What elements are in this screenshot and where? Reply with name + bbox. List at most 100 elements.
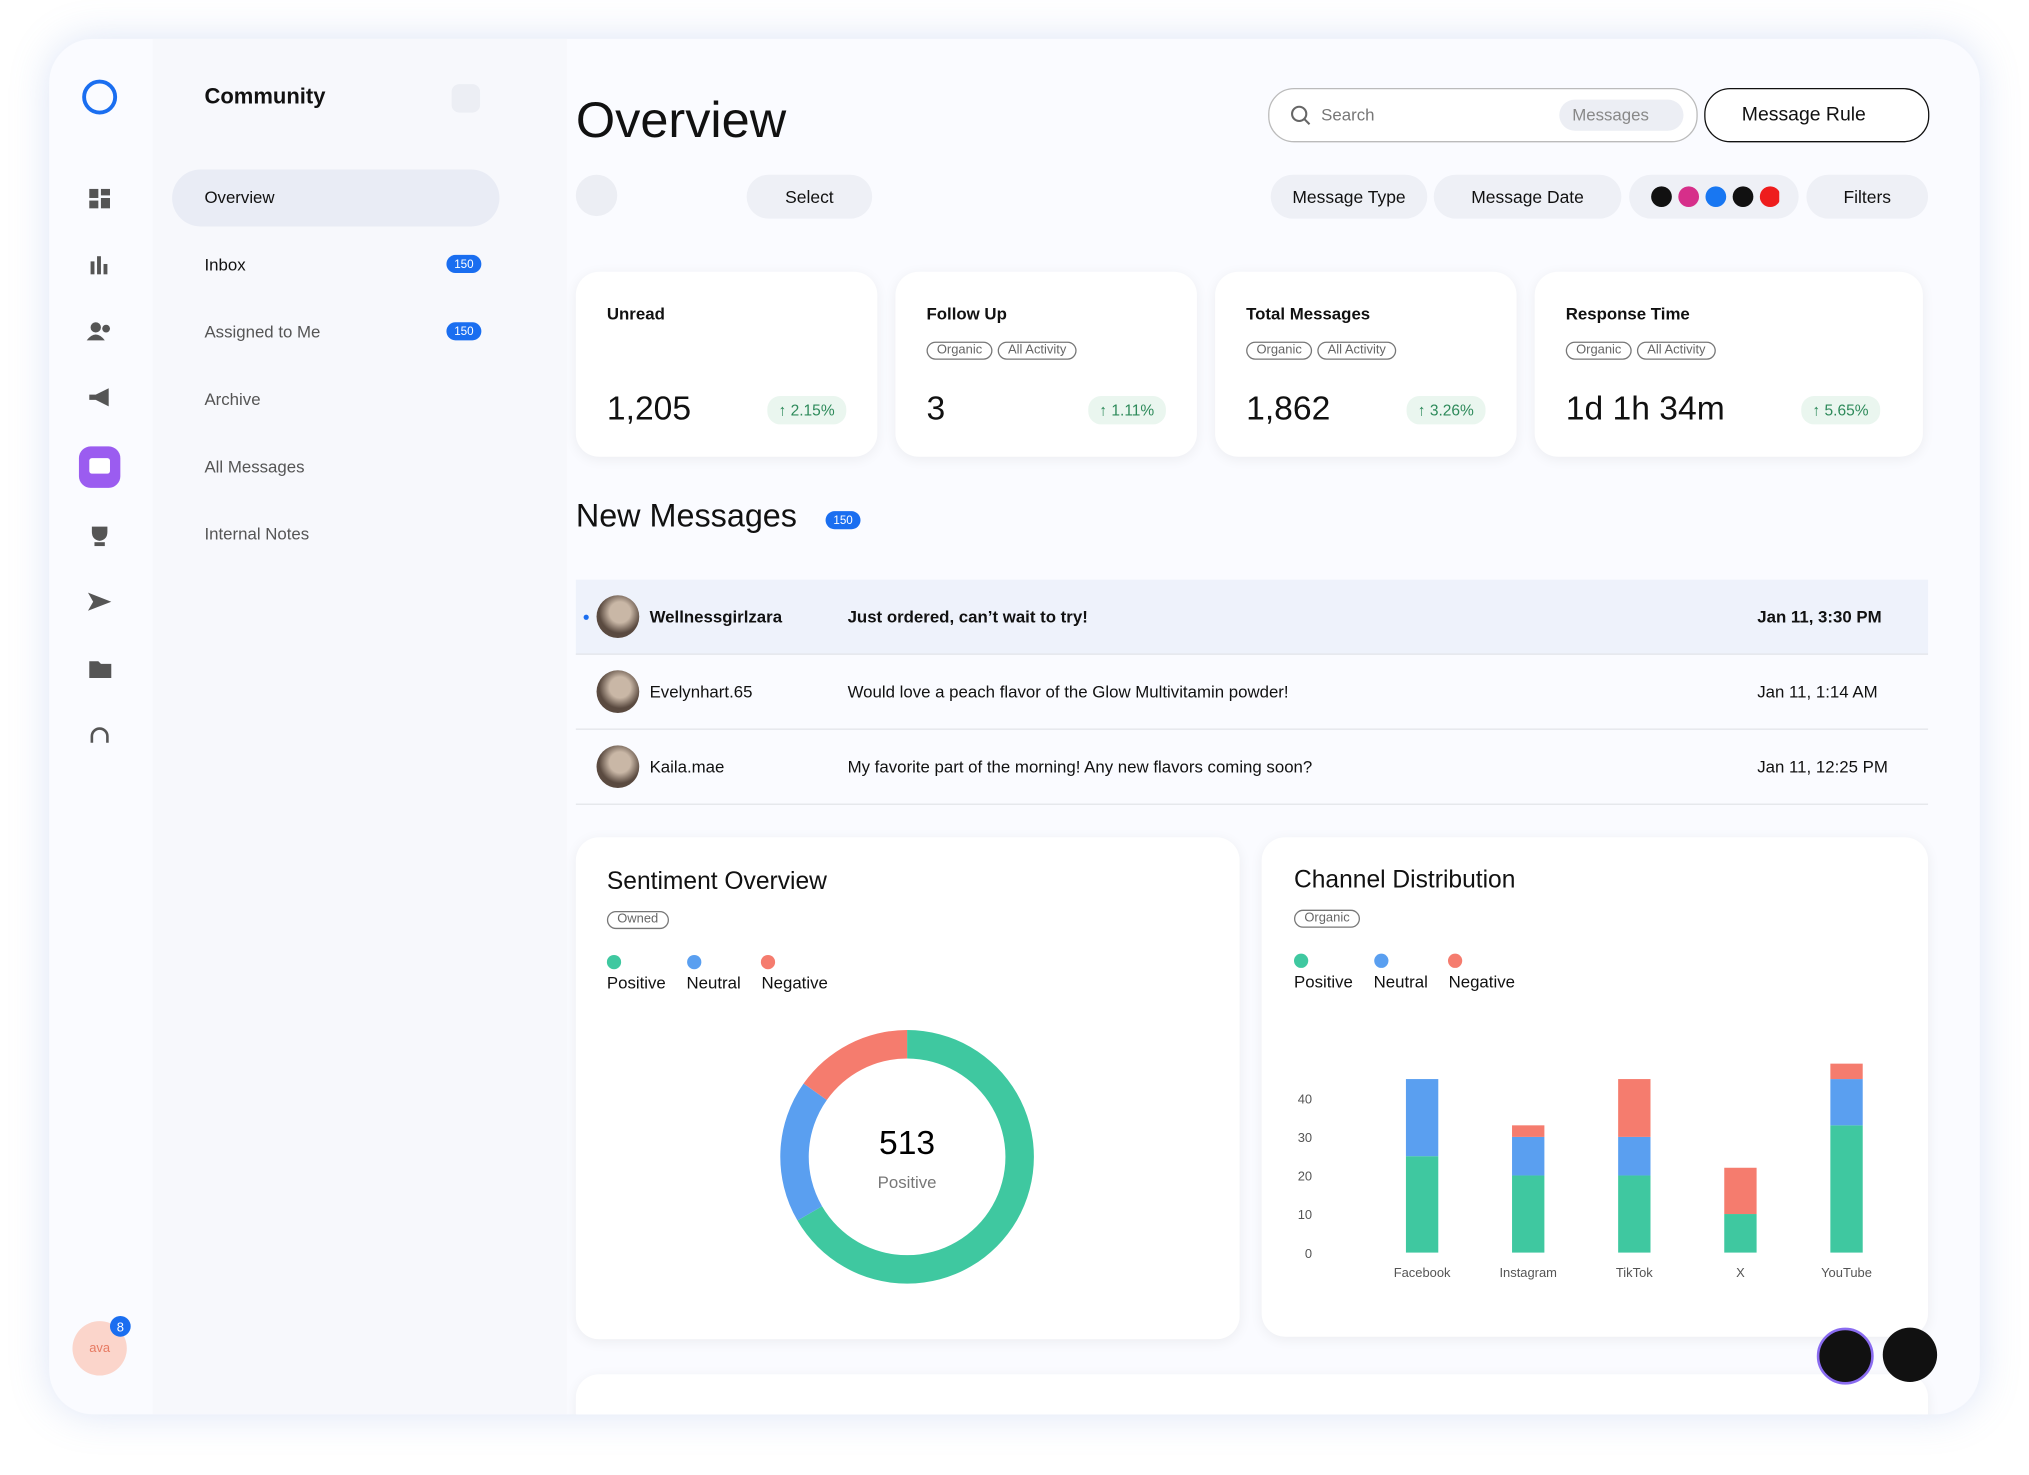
bottom-panel xyxy=(575,1374,1929,1415)
legend-item: Neutral xyxy=(1373,952,1428,992)
avatar-text: ava xyxy=(89,1340,111,1355)
nav-label: Assigned to Me xyxy=(204,322,321,342)
legend-swatch xyxy=(1448,953,1463,968)
legend-label: Positive xyxy=(1294,971,1353,992)
legend-item: Positive xyxy=(1294,952,1353,991)
message-date: Jan 11, 1:14 AM xyxy=(1757,681,1878,702)
stat-value: 1,205 xyxy=(606,388,692,428)
bar-segment xyxy=(1618,1175,1651,1253)
stat-card: Total Messages Organic All Activity 1,862 ↑ … xyxy=(1215,271,1517,457)
y-tick-label: 10 xyxy=(1298,1207,1312,1222)
stat-label: Response Time xyxy=(1565,304,1690,324)
bar-segment xyxy=(1512,1136,1545,1176)
stat-change-text: 3.26% xyxy=(1429,401,1474,420)
stat-card: Unread 1,205 ↑ 2.15% xyxy=(575,271,878,457)
donut-center-value: 513 xyxy=(879,1125,935,1162)
nav-item[interactable]: Internal Notes xyxy=(172,506,499,563)
bar-segment xyxy=(1830,1063,1863,1080)
donut-center-label: Positive xyxy=(878,1173,937,1192)
x-tick-label: Instagram xyxy=(1499,1265,1557,1280)
select-button[interactable]: Select xyxy=(746,174,873,219)
filter-pill[interactable]: Message Type xyxy=(1270,174,1428,219)
legend-label: Negative xyxy=(761,973,828,993)
sender: Evelynhart.65 xyxy=(649,681,753,702)
stat-label: Follow Up xyxy=(926,304,1007,324)
message-rule-button[interactable]: Message Rule xyxy=(1704,87,1930,143)
filter-pill[interactable]: Message Date xyxy=(1433,174,1622,219)
filters-button[interactable]: Filters xyxy=(1806,174,1929,219)
sidebar-title: Community xyxy=(204,84,326,109)
bar-segment xyxy=(1724,1214,1757,1253)
bar-segment xyxy=(1512,1125,1545,1137)
y-tick-label: 0 xyxy=(1305,1246,1312,1261)
nav-label: Overview xyxy=(204,187,275,208)
bar-segment xyxy=(1618,1079,1651,1137)
stat-label: Total Messages xyxy=(1246,304,1371,324)
nav-item[interactable]: Inbox 150 xyxy=(172,237,499,294)
stat-tags: Organic All Activity xyxy=(1565,336,1721,360)
legend-swatch xyxy=(761,954,776,970)
x-tick-label: TikTok xyxy=(1616,1265,1653,1280)
legend-swatch xyxy=(606,954,622,970)
nav-item[interactable]: All Messages xyxy=(172,439,499,496)
message-date: Jan 11, 3:30 PM xyxy=(1757,606,1882,627)
bar-segment xyxy=(1830,1079,1863,1126)
avatar xyxy=(596,670,640,713)
chat-button[interactable] xyxy=(1882,1327,1938,1382)
donut-segment xyxy=(780,1083,827,1221)
charts: 513 Positive 0 10 20 30 40 Facebook Instagram Tik… xyxy=(780,1030,1872,1284)
stat-tag: All Activity xyxy=(1636,341,1716,360)
search-box[interactable]: Search Messages xyxy=(1268,87,1698,143)
bar-segment xyxy=(1830,1125,1863,1253)
nav-item[interactable]: Assigned to Me 150 xyxy=(172,304,499,361)
legend: Positive Neutral Negative xyxy=(606,954,828,993)
section-title: New Messages xyxy=(575,498,797,535)
legend-swatch xyxy=(1373,953,1388,968)
search-scope[interactable]: Messages xyxy=(1559,99,1684,131)
nav-item[interactable]: Overview xyxy=(172,169,500,227)
y-tick-label: 30 xyxy=(1298,1130,1312,1145)
legend-label: Neutral xyxy=(686,973,741,993)
nav-label: Archive xyxy=(204,389,261,409)
nav-label: All Messages xyxy=(204,456,305,477)
stat-tag: All Activity xyxy=(1317,341,1397,360)
stat-tag: All Activity xyxy=(997,341,1077,360)
legend-item: Positive xyxy=(606,954,666,992)
grid-view[interactable] xyxy=(575,174,618,217)
stat-change: ↑ 1.11% xyxy=(1087,395,1166,425)
avatar[interactable] xyxy=(72,1321,127,1376)
sender: Kaila.mae xyxy=(649,756,725,777)
channel-filter[interactable] xyxy=(1629,174,1799,219)
bar-segment xyxy=(1724,1167,1757,1215)
legend-swatch xyxy=(686,954,701,970)
panel-tag: Organic xyxy=(1294,909,1361,928)
stat-tag: Organic xyxy=(926,341,993,360)
donut-segment xyxy=(803,1030,908,1101)
stat-label: Unread xyxy=(606,304,665,324)
channel-panel xyxy=(1261,837,1929,1337)
message-row[interactable]: Evelynhart.65 Would love a peach flavor o… xyxy=(575,655,1929,730)
nav-item[interactable]: Archive xyxy=(172,371,499,428)
nav-icons xyxy=(86,188,112,743)
filter-text: Message Type xyxy=(1292,186,1406,207)
panel-title: Channel Distribution xyxy=(1294,866,1516,895)
message-row[interactable]: Kaila.mae My favorite part of the morning… xyxy=(575,730,1929,805)
stat-card: Response Time Organic All Activity 1d 1h 34… xyxy=(1534,271,1923,457)
filters-text: Filters xyxy=(1843,186,1892,207)
assistant-button[interactable] xyxy=(1816,1327,1874,1385)
message-text: Would love a peach flavor of the Glow Mu… xyxy=(847,681,1289,702)
avatar-badge-text: 8 xyxy=(117,1320,124,1335)
x-tick-label: X xyxy=(1736,1265,1745,1280)
stat-change: ↑ 3.26% xyxy=(1406,395,1486,425)
collapse-button[interactable] xyxy=(451,84,481,113)
stat-value: 3 xyxy=(926,388,946,428)
x-tick-label: Facebook xyxy=(1394,1265,1451,1280)
message-row[interactable]: Wellnessgirlzara Just ordered, can’t wait… xyxy=(575,579,1929,655)
nav-label: Internal Notes xyxy=(204,524,310,544)
logo xyxy=(82,79,118,115)
panel-tag: Owned xyxy=(606,910,669,930)
select-text: Select xyxy=(785,186,834,207)
legend-label: Neutral xyxy=(1373,971,1428,992)
y-tick-label: 20 xyxy=(1298,1169,1312,1184)
